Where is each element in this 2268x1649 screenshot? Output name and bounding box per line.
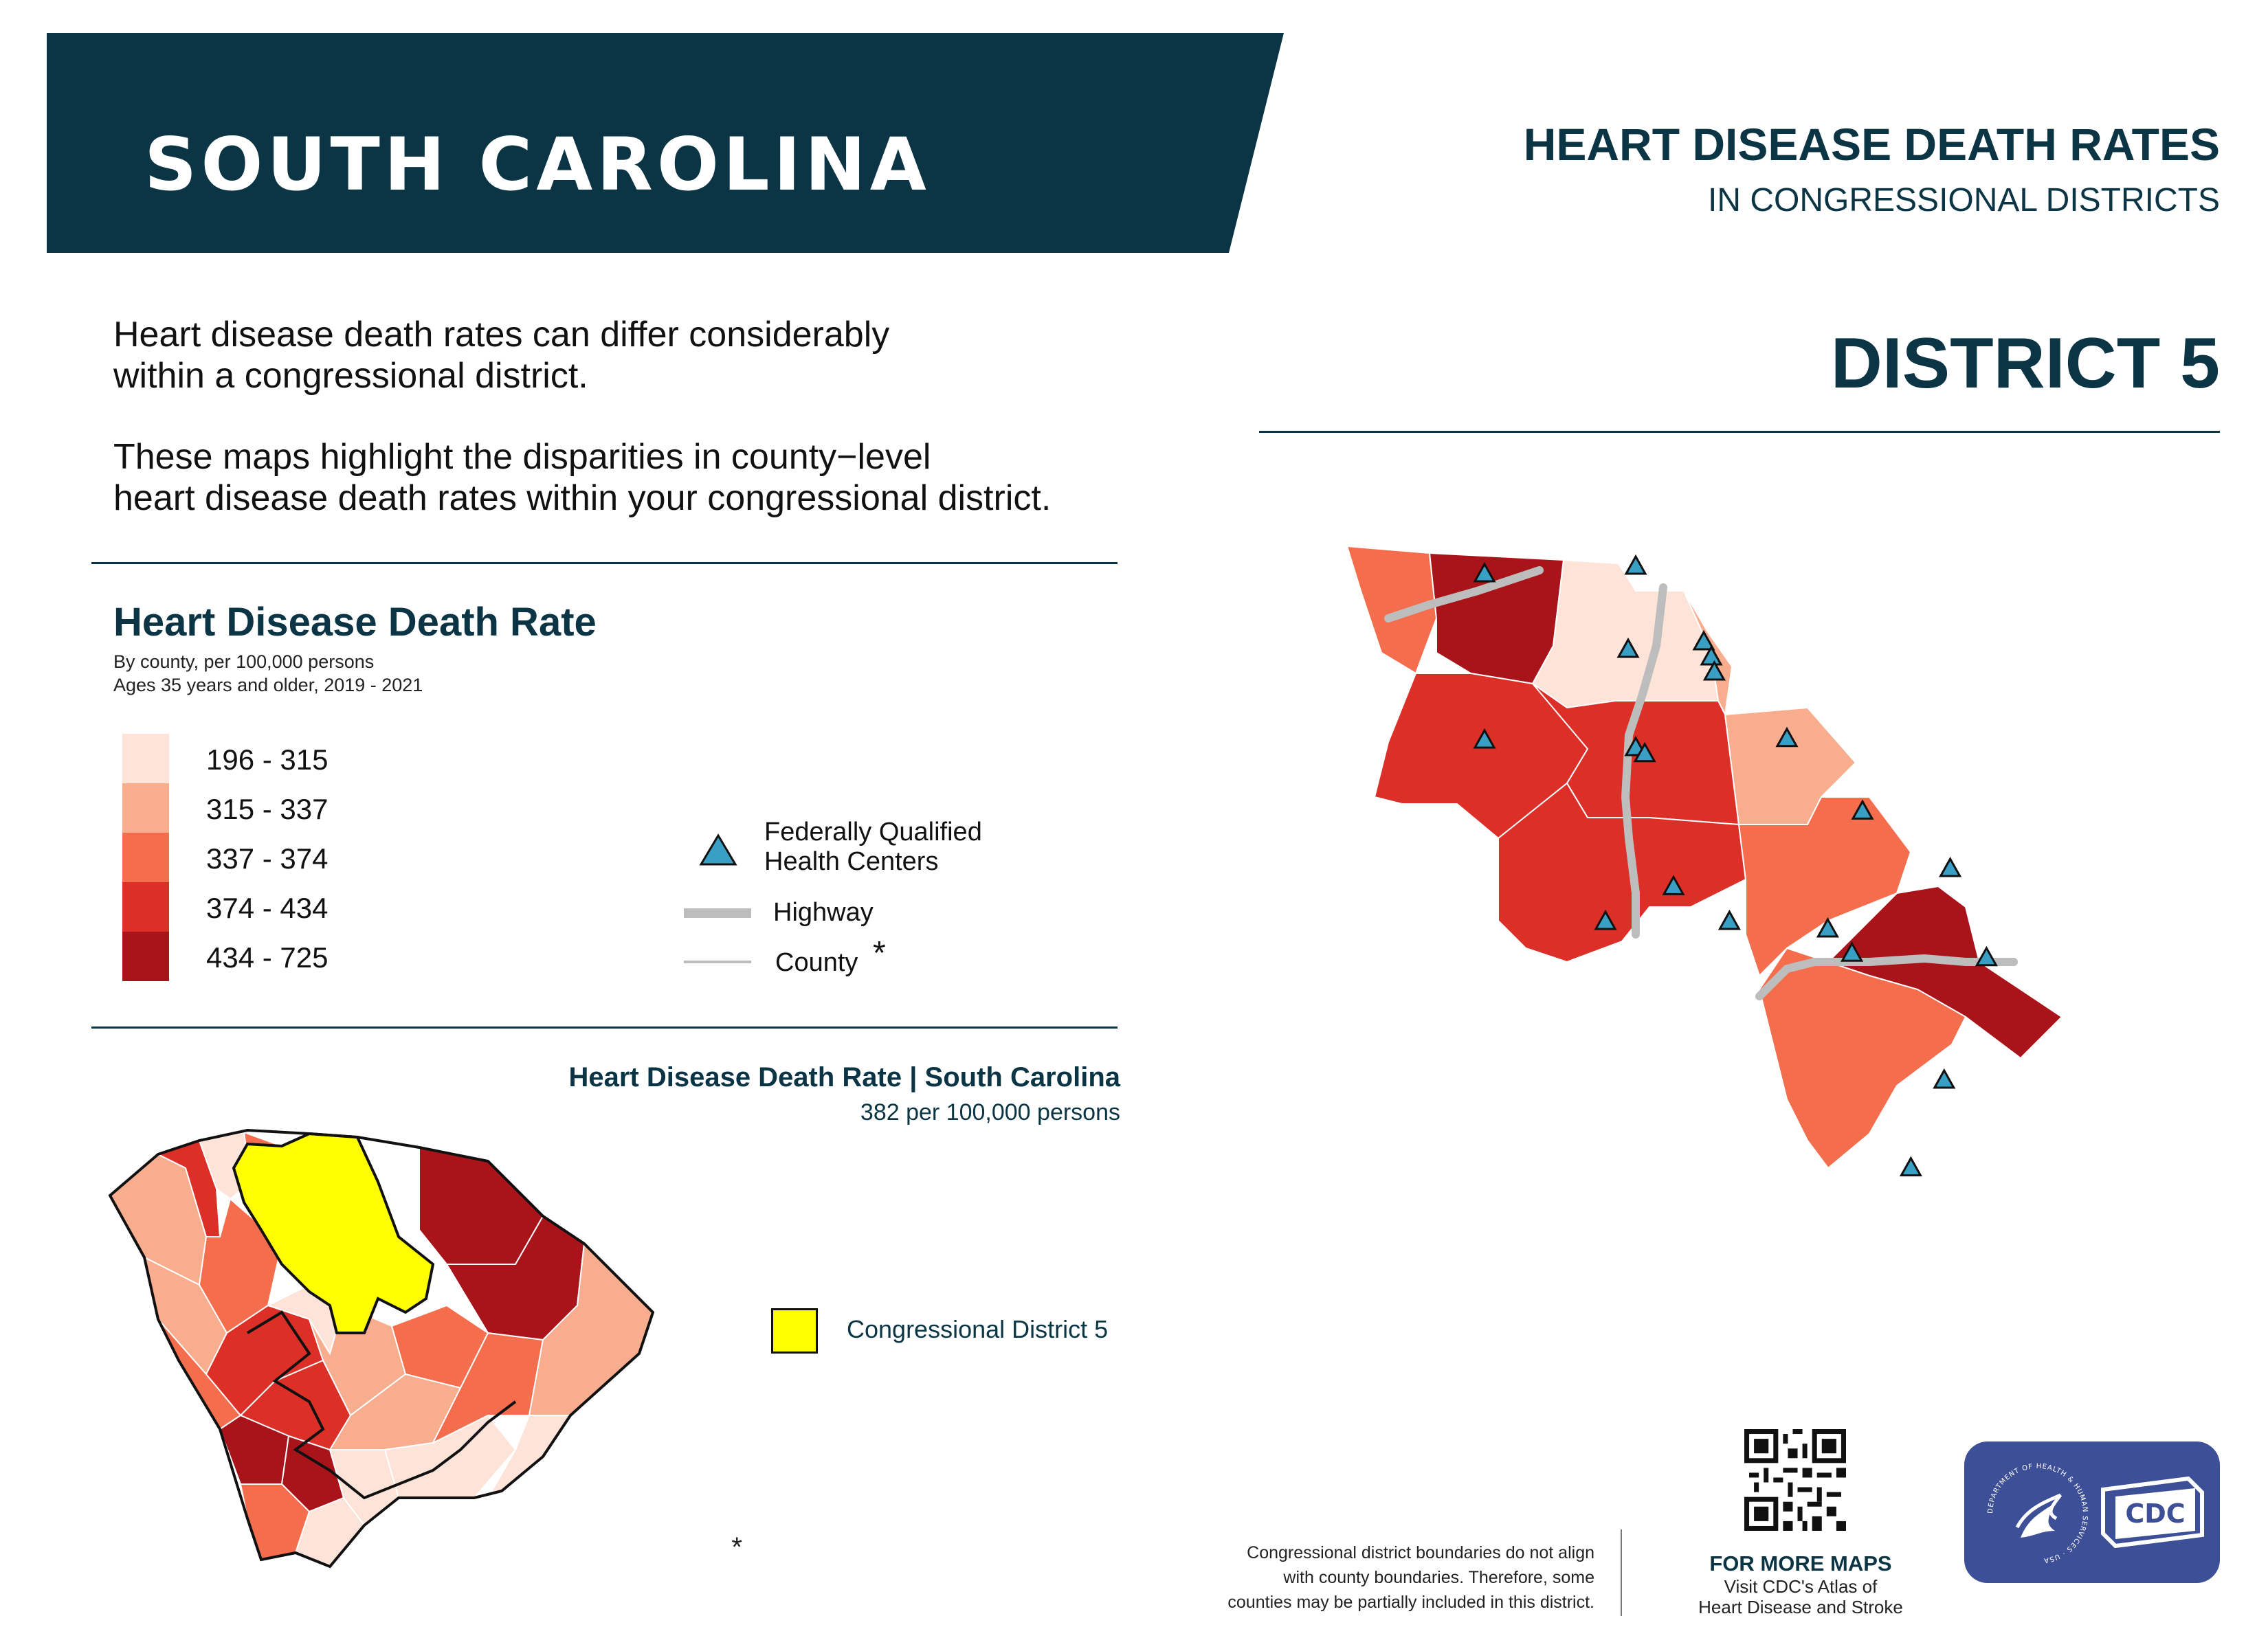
- legend-bin-label-2: 315 - 337: [206, 793, 329, 825]
- fqhc-marker-19: [1933, 1068, 1956, 1089]
- district-map: [1346, 545, 2063, 1177]
- fqhc-marker-16: [1816, 917, 1839, 938]
- state-map: [108, 1128, 655, 1569]
- fqhc-label-1: Federally Qualified: [764, 818, 982, 846]
- intro-line-1: Heart disease death rates can differ con…: [113, 315, 890, 355]
- fqhc-marker-14: [1594, 909, 1617, 930]
- state-outline: [108, 1128, 655, 1569]
- legend-swatch-2: [122, 783, 169, 833]
- fqhc-marker-10: [1775, 726, 1799, 748]
- legend-swatch-3: [122, 833, 169, 882]
- header-banner: [47, 33, 1284, 253]
- fqhc-markers: [1473, 554, 1998, 1177]
- highway-i85: [1384, 566, 1544, 622]
- fqhc-marker-12: [1939, 856, 1962, 877]
- legend-divider: [91, 1027, 1118, 1029]
- legend-subtitle-1: By county, per 100,000 persons: [113, 651, 375, 672]
- hhs-seal-text: DEPARTMENT OF HEALTH & HUMAN SERVICES · …: [1987, 1463, 2088, 1564]
- fqhc-marker-6: [1702, 660, 1726, 681]
- fqhc-label-2: Health Centers: [764, 847, 939, 876]
- more-maps-line-1: Visit CDC's Atlas of: [1724, 1576, 1878, 1597]
- legend-bin-label-5: 434 - 725: [206, 941, 329, 974]
- legend-title: Heart Disease Death Rate: [113, 600, 597, 644]
- county-cherokee: [1531, 559, 1720, 709]
- state-rate-title: Heart Disease Death Rate | South Carolin…: [568, 1062, 1120, 1092]
- legend-swatch-5: [122, 932, 169, 981]
- hhs-seal-icon: DEPARTMENT OF HEALTH & HUMAN SERVICES · …: [1987, 1463, 2089, 1564]
- more-maps-line-2: Heart Disease and Stroke: [1698, 1597, 1903, 1617]
- footnote-line-1: Congressional district boundaries do not…: [1247, 1543, 1594, 1562]
- footnote-asterisk: *: [731, 1532, 742, 1562]
- more-maps-title: FOR MORE MAPS: [1709, 1551, 1892, 1575]
- intro-line-3: These maps highlight the disparities in …: [113, 437, 931, 477]
- fqhc-marker-7: [1473, 728, 1496, 749]
- fqhc-marker-4: [1692, 629, 1715, 651]
- legend-subtitle-2: Ages 35 years and older, 2019 - 2021: [113, 675, 423, 695]
- district-highways: [1384, 566, 2018, 1000]
- report-subtitle: IN CONGRESSIONAL DISTRICTS: [1708, 182, 2220, 218]
- intro-divider: [91, 562, 1118, 564]
- hhs-cdc-logo: DEPARTMENT OF HEALTH & HUMAN SERVICES · …: [1964, 1442, 2220, 1583]
- fqhc-marker-2: [1624, 554, 1647, 575]
- fqhc-marker-20: [1899, 1156, 1922, 1177]
- fqhc-marker-1: [1473, 561, 1496, 583]
- qr-code-icon[interactable]: [1744, 1429, 1846, 1531]
- fqhc-marker-3: [1616, 637, 1640, 658]
- highway-i20: [1755, 954, 2018, 1000]
- fqhc-marker-13: [1662, 875, 1685, 895]
- fqhc-triangle-icon: [699, 833, 737, 866]
- fqhc-marker-18: [1975, 945, 1998, 967]
- legend-bin-label-1: 196 - 315: [206, 743, 329, 776]
- district-divider: [1259, 431, 2220, 433]
- state-county-ne1: [419, 1146, 544, 1265]
- highway-i77: [1621, 583, 1667, 939]
- legend-bin-label-4: 374 - 434: [206, 892, 329, 924]
- intro-line-4: heart disease death rates within your co…: [113, 478, 1052, 518]
- highway-label: Highway: [773, 898, 874, 927]
- footer-divider: [1621, 1529, 1622, 1616]
- legend-bin-label-3: 337 - 374: [206, 842, 329, 875]
- cdc-logo-text: CDC: [2125, 1499, 2185, 1529]
- district-key-swatch: [771, 1308, 818, 1354]
- county-note-asterisk: *: [873, 935, 886, 972]
- intro-line-2: within a congressional district.: [113, 356, 588, 396]
- state-district-boundary: [246, 1310, 517, 1500]
- district-label: DISTRICT 5: [1830, 324, 2220, 403]
- county-sumter: [1758, 947, 1967, 1169]
- legend-swatch-1: [122, 734, 169, 783]
- footnote-line-3: counties may be partially included in th…: [1227, 1593, 1594, 1612]
- highway-line-icon: [684, 908, 751, 918]
- fqhc-marker-15: [1717, 909, 1741, 930]
- county-label: County: [775, 948, 858, 977]
- footnote-line-2: with county boundaries. Therefore, some: [1283, 1568, 1594, 1587]
- county-line-icon: [684, 961, 751, 963]
- fqhc-marker-5: [1700, 644, 1723, 666]
- fqhc-marker-9: [1633, 741, 1656, 763]
- svg-text:DEPARTMENT OF HEALTH & HUMAN S: DEPARTMENT OF HEALTH & HUMAN SERVICES · …: [1987, 1463, 2089, 1564]
- legend-swatch-4: [122, 882, 169, 932]
- fqhc-marker-11: [1851, 799, 1874, 820]
- report-title: HEART DISEASE DEATH RATES: [1523, 119, 2220, 170]
- district-key-label: Congressional District 5: [847, 1315, 1109, 1343]
- cdc-logo-icon: CDC: [2101, 1476, 2204, 1549]
- state-rate-value: 382 per 100,000 persons: [860, 1099, 1120, 1125]
- fqhc-marker-17: [1841, 941, 1864, 962]
- state-title: SOUTH CAROLINA: [144, 122, 931, 207]
